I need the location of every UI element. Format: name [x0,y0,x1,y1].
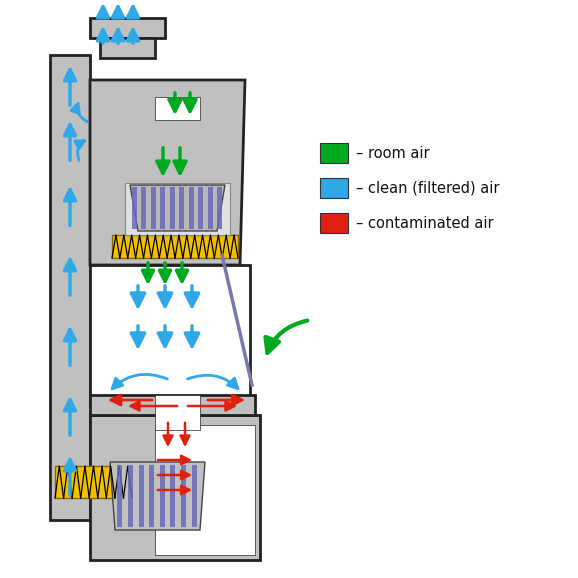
Polygon shape [155,97,200,120]
Polygon shape [125,183,230,235]
Text: – clean (filtered) air: – clean (filtered) air [356,180,499,195]
Polygon shape [110,462,205,530]
Polygon shape [100,38,155,58]
Text: – room air: – room air [356,146,429,161]
Bar [149,465,154,527]
Polygon shape [55,466,132,498]
Bar [179,187,184,229]
Polygon shape [155,395,200,430]
Polygon shape [90,265,250,400]
Bar [170,187,175,229]
Bar [139,465,143,527]
Bar [160,187,165,229]
Polygon shape [130,185,225,231]
Polygon shape [112,235,238,258]
Bar [128,465,133,527]
Polygon shape [90,395,255,415]
Bar [189,187,194,229]
Bar [117,465,123,527]
Polygon shape [90,415,260,560]
Polygon shape [90,18,165,38]
Bar [192,465,197,527]
Bar [160,465,165,527]
Polygon shape [50,55,90,520]
Bar [320,143,348,163]
Bar [217,187,223,229]
Bar [151,187,155,229]
Polygon shape [90,80,245,265]
Bar [132,187,137,229]
Bar [141,187,146,229]
Polygon shape [155,425,255,555]
Bar [320,213,348,233]
Bar [181,465,186,527]
Bar [208,187,213,229]
Bar [320,178,348,198]
Text: – contaminated air: – contaminated air [356,216,494,231]
Bar [198,187,203,229]
Bar [171,465,176,527]
